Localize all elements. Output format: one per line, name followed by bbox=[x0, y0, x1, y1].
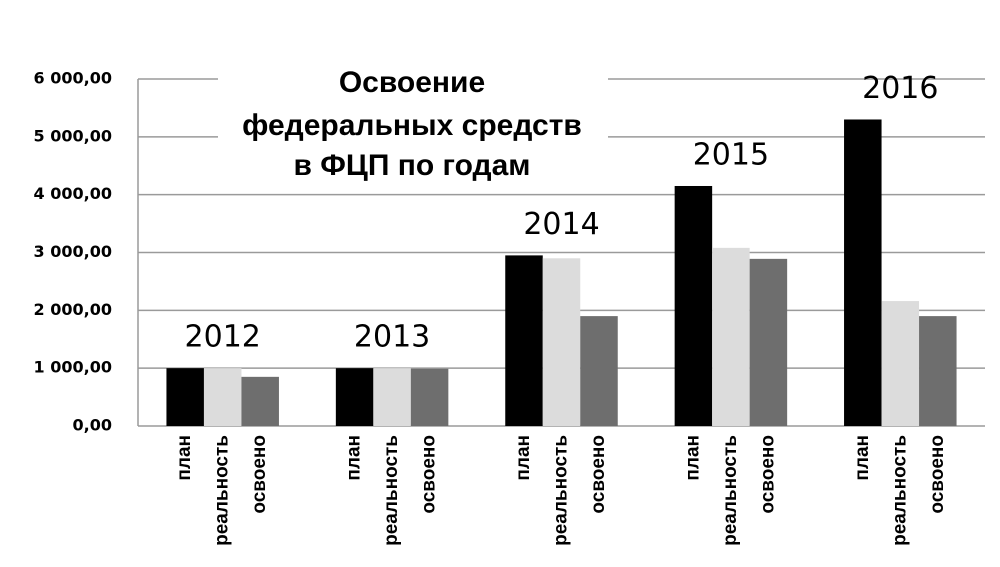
y-tick-label: 6 000,00 bbox=[34, 69, 112, 88]
bar-label: план bbox=[174, 435, 195, 481]
category-label: 2016 bbox=[862, 71, 938, 106]
bar bbox=[505, 255, 543, 426]
bar-label: реальность bbox=[381, 435, 402, 546]
bar-label: освоено bbox=[927, 435, 948, 514]
bar bbox=[749, 258, 788, 426]
category-label: 2013 bbox=[354, 320, 430, 355]
title-background bbox=[218, 62, 608, 192]
bar bbox=[919, 316, 957, 426]
bar-label: план bbox=[344, 435, 365, 481]
bar bbox=[674, 185, 713, 426]
bar-label: реальность bbox=[551, 435, 572, 546]
bar-label: план bbox=[852, 435, 873, 481]
bar-label: освоено bbox=[249, 435, 270, 514]
bar-label: реальность bbox=[212, 435, 233, 546]
bar bbox=[335, 368, 374, 426]
bar bbox=[373, 368, 411, 426]
chart-title: в ФЦП по годам bbox=[294, 149, 531, 182]
bar-label: план bbox=[513, 435, 534, 481]
bar bbox=[203, 368, 242, 426]
bar-label: реальность bbox=[720, 435, 741, 546]
bar-label: реальность bbox=[889, 435, 910, 546]
bar bbox=[542, 258, 581, 426]
y-tick-label: 4 000,00 bbox=[34, 184, 112, 203]
bar bbox=[712, 247, 750, 426]
y-tick-label: 5 000,00 bbox=[34, 126, 112, 145]
bar-label: освоено bbox=[588, 435, 609, 514]
bar bbox=[881, 301, 920, 426]
bar-label: освоено bbox=[419, 435, 440, 514]
chart-title: федеральных средств bbox=[242, 109, 582, 142]
bar bbox=[844, 119, 882, 426]
bar bbox=[241, 376, 279, 426]
y-tick-label: 1 000,00 bbox=[34, 358, 112, 377]
category-label: 2015 bbox=[693, 137, 769, 172]
bar bbox=[410, 368, 449, 426]
category-label: 2014 bbox=[523, 207, 599, 242]
bar-label: план bbox=[682, 435, 703, 481]
y-tick-label: 3 000,00 bbox=[34, 242, 112, 261]
y-tick-label: 2 000,00 bbox=[34, 300, 112, 319]
bar-label: освоено bbox=[757, 435, 778, 514]
category-label: 2012 bbox=[185, 320, 261, 355]
chart-title: Освоение bbox=[339, 66, 485, 99]
bar bbox=[166, 368, 204, 426]
y-tick-label: 0,00 bbox=[73, 416, 112, 435]
bar bbox=[580, 316, 618, 426]
